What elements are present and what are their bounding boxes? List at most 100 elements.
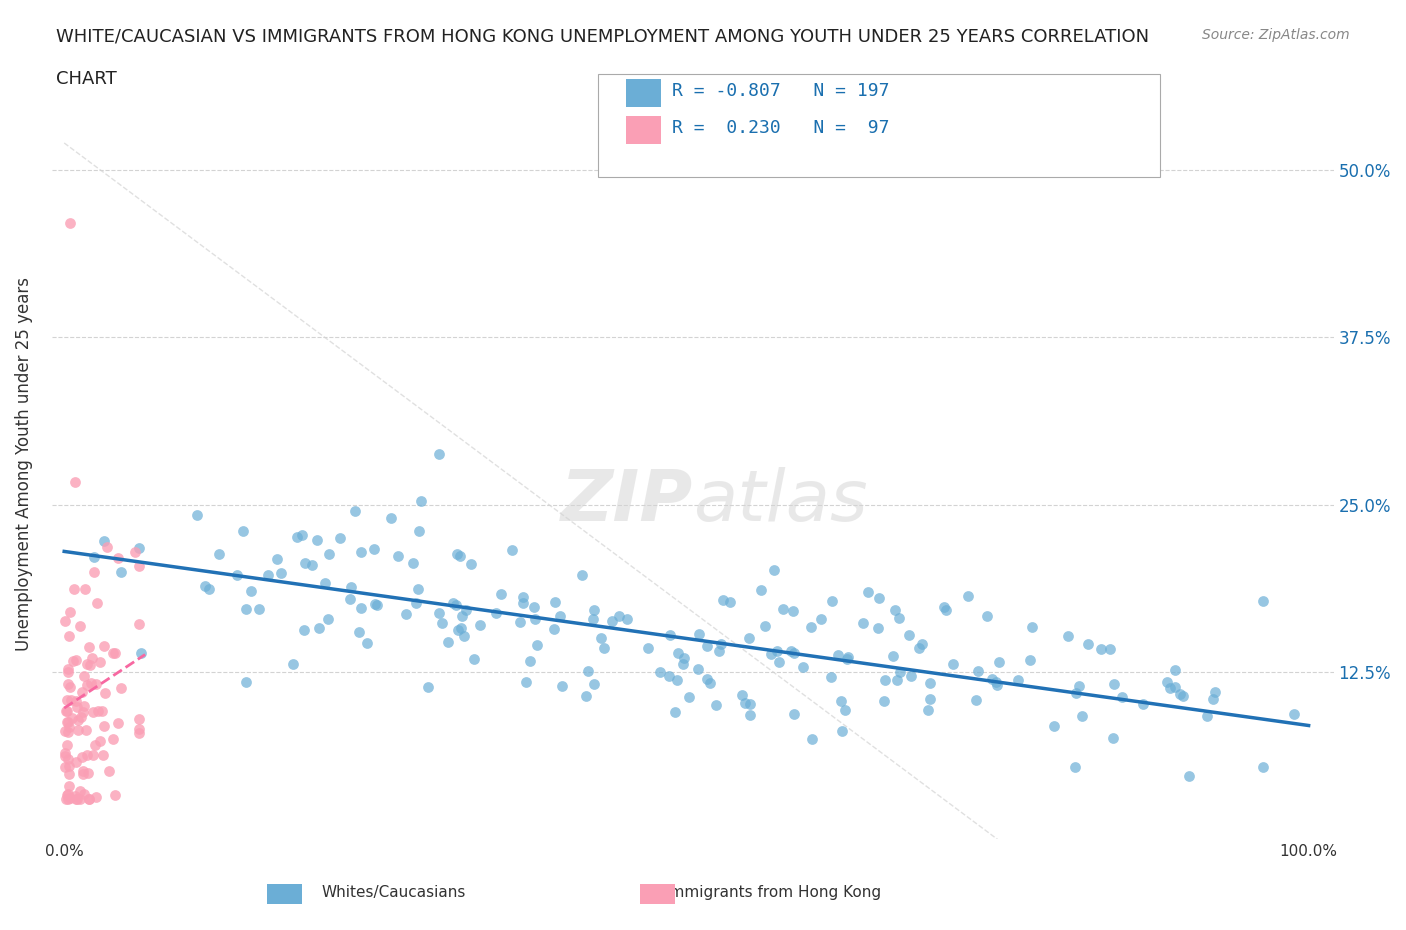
- Point: [1159, 680, 1181, 695]
- Point: [709, 644, 731, 658]
- Point: [416, 680, 439, 695]
- Point: [72, 764, 94, 778]
- Point: [406, 581, 429, 596]
- Text: Whites/Caucasians: Whites/Caucasians: [322, 885, 465, 900]
- Point: [356, 636, 378, 651]
- Point: [366, 598, 388, 613]
- Point: [58, 725, 80, 740]
- Point: [128, 725, 150, 740]
- Point: [696, 671, 718, 686]
- Point: [1197, 709, 1219, 724]
- Point: [441, 595, 464, 610]
- Point: [782, 604, 804, 618]
- Point: [1063, 759, 1085, 774]
- Point: [820, 670, 842, 684]
- Text: Immigrants from Hong Kong: Immigrants from Hong Kong: [665, 885, 882, 900]
- Point: [432, 616, 454, 631]
- Point: [582, 676, 605, 691]
- Point: [763, 563, 786, 578]
- Point: [672, 657, 695, 671]
- Point: [56, 665, 79, 680]
- Point: [58, 766, 80, 781]
- Point: [232, 524, 254, 538]
- Point: [56, 751, 79, 766]
- Point: [82, 748, 104, 763]
- Point: [408, 524, 430, 538]
- Point: [107, 715, 129, 730]
- Point: [696, 639, 718, 654]
- Point: [266, 551, 288, 566]
- Point: [194, 579, 217, 594]
- Point: [575, 688, 598, 703]
- Point: [128, 541, 150, 556]
- Point: [1111, 690, 1133, 705]
- Point: [451, 609, 474, 624]
- Point: [827, 648, 849, 663]
- Point: [581, 612, 603, 627]
- Point: [60, 711, 83, 725]
- Point: [411, 494, 433, 509]
- Point: [131, 645, 153, 660]
- Point: [501, 543, 523, 558]
- Point: [607, 609, 630, 624]
- Point: [551, 679, 574, 694]
- Point: [87, 704, 110, 719]
- Point: [986, 678, 1008, 693]
- Point: [966, 663, 988, 678]
- Point: [658, 669, 681, 684]
- Point: [65, 475, 87, 490]
- Point: [658, 628, 681, 643]
- Point: [104, 645, 127, 660]
- Point: [1098, 641, 1121, 656]
- Point: [70, 750, 93, 764]
- Point: [55, 791, 77, 806]
- Text: R = -0.807   N = 197: R = -0.807 N = 197: [672, 82, 890, 100]
- Point: [128, 722, 150, 737]
- Point: [308, 620, 330, 635]
- Point: [616, 612, 638, 627]
- Text: CHART: CHART: [56, 70, 117, 87]
- Point: [72, 766, 94, 781]
- Point: [63, 582, 86, 597]
- Point: [186, 508, 208, 523]
- Point: [69, 710, 91, 724]
- Point: [82, 651, 104, 666]
- Point: [759, 646, 782, 661]
- Point: [1282, 707, 1305, 722]
- Point: [509, 615, 531, 630]
- Point: [96, 539, 118, 554]
- Point: [55, 749, 77, 764]
- Point: [593, 641, 616, 656]
- Point: [55, 614, 77, 629]
- Point: [1102, 676, 1125, 691]
- Point: [935, 603, 957, 618]
- Point: [75, 582, 97, 597]
- Point: [512, 595, 534, 610]
- Point: [58, 758, 80, 773]
- Point: [285, 530, 308, 545]
- Point: [89, 734, 111, 749]
- Point: [678, 689, 700, 704]
- Point: [883, 603, 905, 618]
- Point: [1056, 628, 1078, 643]
- Point: [524, 612, 547, 627]
- Point: [444, 598, 467, 613]
- Point: [93, 718, 115, 733]
- Point: [648, 665, 671, 680]
- Point: [988, 655, 1011, 670]
- Point: [395, 606, 418, 621]
- Y-axis label: Unemployment Among Youth under 25 years: Unemployment Among Youth under 25 years: [15, 277, 32, 651]
- Point: [868, 591, 890, 605]
- Point: [831, 724, 853, 738]
- Point: [446, 547, 468, 562]
- Point: [898, 627, 921, 642]
- Point: [852, 615, 875, 630]
- Point: [329, 530, 352, 545]
- Point: [965, 692, 987, 707]
- Point: [734, 696, 756, 711]
- Point: [235, 602, 257, 617]
- Point: [454, 603, 477, 618]
- Point: [576, 664, 599, 679]
- Point: [350, 544, 373, 559]
- Point: [73, 699, 96, 714]
